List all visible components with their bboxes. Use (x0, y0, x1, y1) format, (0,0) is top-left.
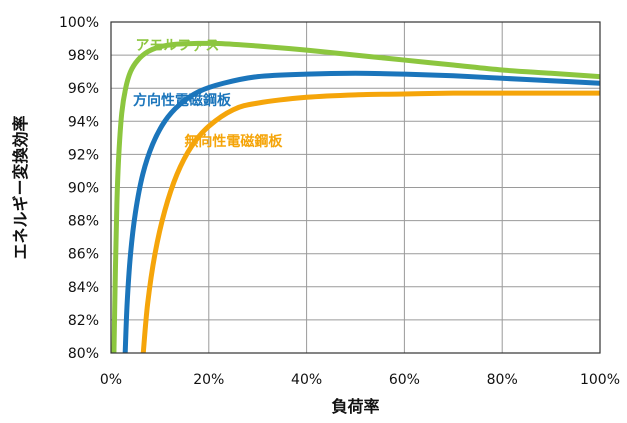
y-tick-label: 100% (59, 15, 99, 31)
y-tick-label: 90% (68, 181, 99, 197)
x-tick-label: 40% (291, 372, 322, 388)
series-line-grain-oriented (122, 70, 600, 353)
y-tick-label: 94% (68, 114, 99, 130)
y-tick-label: 80% (68, 346, 99, 362)
y-tick-label: 86% (68, 247, 99, 263)
y-tick-label: 96% (68, 81, 99, 97)
y-tick-label: 92% (68, 147, 99, 163)
tick-labels: 0% 20% 40% 60% 80% 100% 80% 82% 84% 86% 88% 90% 92% 9… (59, 15, 620, 388)
y-tick-label: 84% (68, 280, 99, 296)
x-axis-title: 負荷率 (331, 397, 379, 416)
series-line-non-oriented (140, 90, 600, 353)
series-label-grain-oriented: 方向性電磁鋼板 (133, 92, 232, 109)
y-tick-label: 98% (68, 48, 99, 64)
y-axis-title: エネルギー変換効率 (11, 115, 30, 259)
series-line-amorphous (111, 40, 600, 353)
plot-frame (110, 21, 601, 354)
y-tick-label: 82% (68, 313, 99, 329)
series-label-amorphous: アモルファス (135, 38, 219, 54)
x-tick-label: 20% (193, 372, 224, 388)
x-tick-label: 80% (487, 372, 518, 388)
x-tick-label: 100% (580, 372, 620, 388)
x-tick-label: 60% (389, 372, 420, 388)
series-label-non-oriented: 無向性電磁鋼板 (184, 133, 283, 150)
series-lines (111, 40, 600, 353)
y-tick-label: 88% (68, 214, 99, 230)
x-tick-label: 0% (100, 372, 122, 388)
